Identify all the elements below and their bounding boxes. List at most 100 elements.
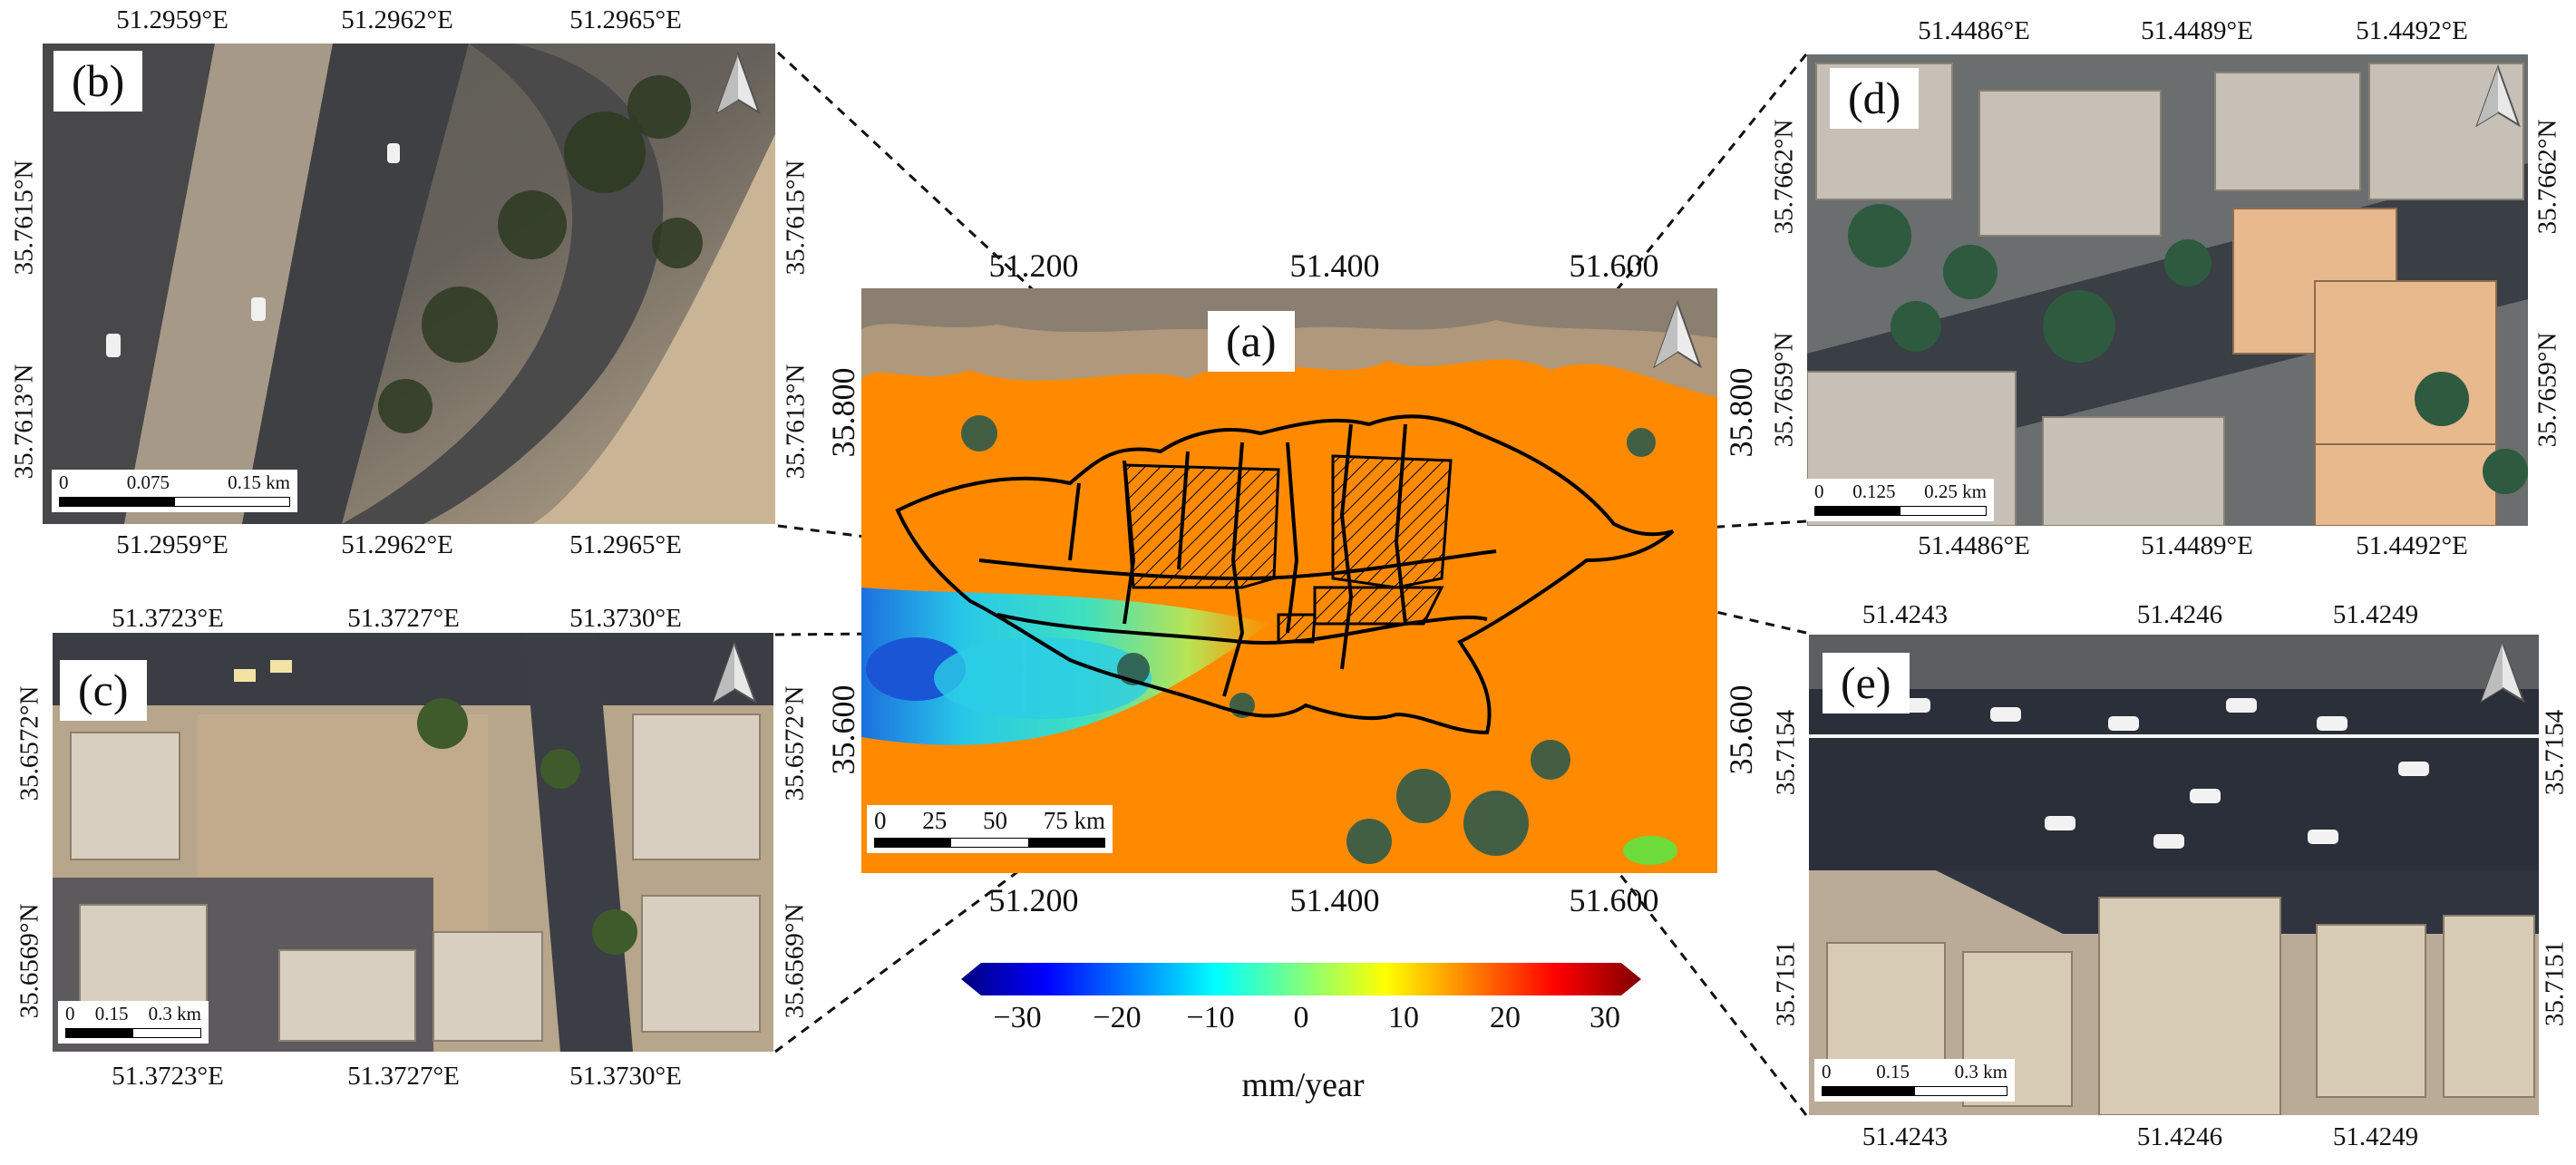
panel-a-bottom-tick: 51.200 (988, 882, 1079, 918)
panel-a-right-tick: 35.800 (1723, 367, 1759, 458)
north-arrow-icon (2475, 64, 2521, 128)
scale-label: 50 (982, 807, 1007, 834)
panel-e-bottom-tick: 51.4249 (2332, 1122, 2419, 1151)
panel-c-bottom-tick: 51.3730°E (569, 1062, 682, 1091)
panel-d-bottom-tick: 51.4492°E (2356, 531, 2468, 560)
panel-d-label: (d) (1830, 68, 1920, 129)
panel-e-bottom-tick: 51.4246 (2136, 1122, 2223, 1151)
scale-label: 25 (922, 807, 948, 834)
panel-c-label: (c) (60, 660, 147, 721)
colorbar-tick: 20 (1490, 1001, 1521, 1034)
panel-d-top-tick: 51.4486°E (1918, 16, 2030, 45)
panel-b-bottom-tick: 51.2965°E (569, 530, 682, 559)
scale-label: 0.125 (1852, 481, 1896, 502)
panel-e-top-tick: 51.4243 (1862, 600, 1949, 629)
panel-c-left-tick: 35.6569°N (15, 903, 44, 1019)
panel-a-image (861, 288, 1717, 873)
panel-a-top-tick: 51.600 (1569, 248, 1659, 284)
panel-e-right-tick: 35.7154 (2540, 709, 2570, 796)
scale-label: 75 km (1043, 807, 1105, 834)
panel-c-top-tick: 51.3723°E (112, 604, 224, 633)
panel-d-left-tick: 35.7659°N (1769, 332, 1799, 448)
panel-c-satellite: (c) 0 0.15 0.3 km (53, 633, 773, 1052)
panel-b-right-tick: 35.7613°N (781, 364, 811, 480)
panel-d-left-tick: 35.7662°N (1769, 119, 1799, 235)
north-arrow-icon (1653, 300, 1702, 369)
panel-d-image (1807, 54, 2528, 526)
north-arrow-icon (712, 641, 757, 704)
panel-e-satellite: (e) 0 0.15 0.3 km (1809, 635, 2539, 1115)
panel-c-scale-bar: 0 0.15 0.3 km (58, 1001, 209, 1044)
panel-e-label: (e) (1823, 653, 1910, 714)
panel-b-top-tick: 51.2965°E (569, 5, 682, 34)
panel-b-satellite: (b) 0 0.075 0.15 km (43, 44, 775, 524)
panel-b-left-tick: 35.7615°N (9, 160, 39, 276)
panel-c-top-tick: 51.3727°E (347, 604, 460, 633)
scale-label: 0.3 km (148, 1003, 201, 1024)
colorbar-tick: −20 (1093, 1001, 1142, 1034)
panel-d-bottom-tick: 51.4489°E (2141, 531, 2253, 560)
panel-b-bottom-tick: 51.2959°E (116, 530, 228, 559)
scale-label: 0.15 km (228, 471, 290, 493)
panel-b-label: (b) (53, 51, 143, 112)
panel-b-image (43, 44, 775, 524)
colorbar-tick: −10 (1186, 1001, 1235, 1034)
panel-d-right-tick: 35.7659°N (2532, 332, 2562, 448)
panel-a-bottom-tick: 51.600 (1569, 882, 1659, 918)
panel-e-top-tick: 51.4246 (2136, 600, 2223, 629)
panel-a-left-tick: 35.600 (825, 684, 861, 775)
panel-a-top-tick: 51.200 (988, 248, 1079, 284)
colorbar-tick: 10 (1388, 1001, 1419, 1034)
colorbar-tick: 0 (1293, 1001, 1309, 1034)
scale-label: 0 (1822, 1061, 1832, 1082)
panel-b-scale-bar: 0 0.075 0.15 km (52, 470, 297, 512)
colorbar-ramp (961, 963, 1641, 995)
panel-e-left-tick: 35.7151 (1771, 940, 1801, 1027)
panel-a-top-tick: 51.400 (1289, 248, 1380, 284)
colorbar-tick: 30 (1589, 1001, 1620, 1034)
panel-c-bottom-tick: 51.3723°E (112, 1062, 224, 1091)
scale-label: 0.075 (126, 471, 170, 493)
panel-d-top-tick: 51.4492°E (2356, 16, 2468, 45)
scale-label: 0.15 (94, 1003, 129, 1024)
panel-e-scale-bar: 0 0.15 0.3 km (1814, 1059, 2015, 1102)
panel-c-right-tick: 35.6569°N (780, 903, 810, 1019)
scale-label: 0 (1814, 481, 1824, 502)
panel-b-left-tick: 35.7613°N (9, 364, 39, 480)
north-arrow-icon (2480, 640, 2525, 704)
panel-d-bottom-tick: 51.4486°E (1918, 531, 2030, 560)
panel-c-bottom-tick: 51.3727°E (347, 1062, 460, 1091)
panel-d-scale-bar: 0 0.125 0.25 km (1807, 479, 1994, 521)
panel-a-right-tick: 35.600 (1723, 684, 1759, 775)
panel-c-image (53, 633, 773, 1052)
panel-b-top-tick: 51.2962°E (341, 5, 453, 34)
panel-d-right-tick: 35.7662°N (2532, 119, 2562, 235)
scale-label: 0 (874, 807, 887, 834)
panel-a-label: (a) (1208, 311, 1295, 372)
panel-e-right-tick: 35.7151 (2540, 940, 2570, 1027)
panel-c-right-tick: 35.6572°N (780, 685, 810, 801)
colorbar-body (961, 963, 1641, 995)
panel-a-bottom-tick: 51.400 (1289, 882, 1380, 918)
panel-d-satellite: (d) 0 0.125 0.25 km (1807, 54, 2528, 526)
panel-a-scale-bar: 0 25 50 75 km (867, 805, 1113, 853)
panel-b-bottom-tick: 51.2962°E (341, 530, 453, 559)
panel-a-deformation-map: (a) 0 25 50 75 km (861, 288, 1717, 873)
panel-e-top-tick: 51.4249 (2332, 600, 2419, 629)
colorbar-tick: −30 (993, 1001, 1042, 1034)
panel-e-left-tick: 35.7154 (1771, 709, 1801, 796)
scale-label: 0 (59, 471, 69, 493)
north-arrow-icon (715, 52, 761, 115)
panel-c-top-tick: 51.3730°E (569, 604, 682, 633)
colorbar-unit: mm/year (1241, 1066, 1365, 1104)
colorbar (961, 963, 1641, 995)
scale-label: 0.15 (1876, 1061, 1910, 1082)
panel-e-image (1809, 635, 2539, 1115)
panel-a-left-tick: 35.800 (825, 367, 861, 458)
panel-d-top-tick: 51.4489°E (2141, 16, 2253, 45)
panel-e-bottom-tick: 51.4243 (1862, 1122, 1949, 1151)
scale-label: 0.3 km (1954, 1061, 2007, 1082)
panel-b-right-tick: 35.7615°N (781, 160, 811, 276)
panel-b-top-tick: 51.2959°E (116, 5, 228, 34)
scale-label: 0.25 km (1924, 481, 1987, 502)
